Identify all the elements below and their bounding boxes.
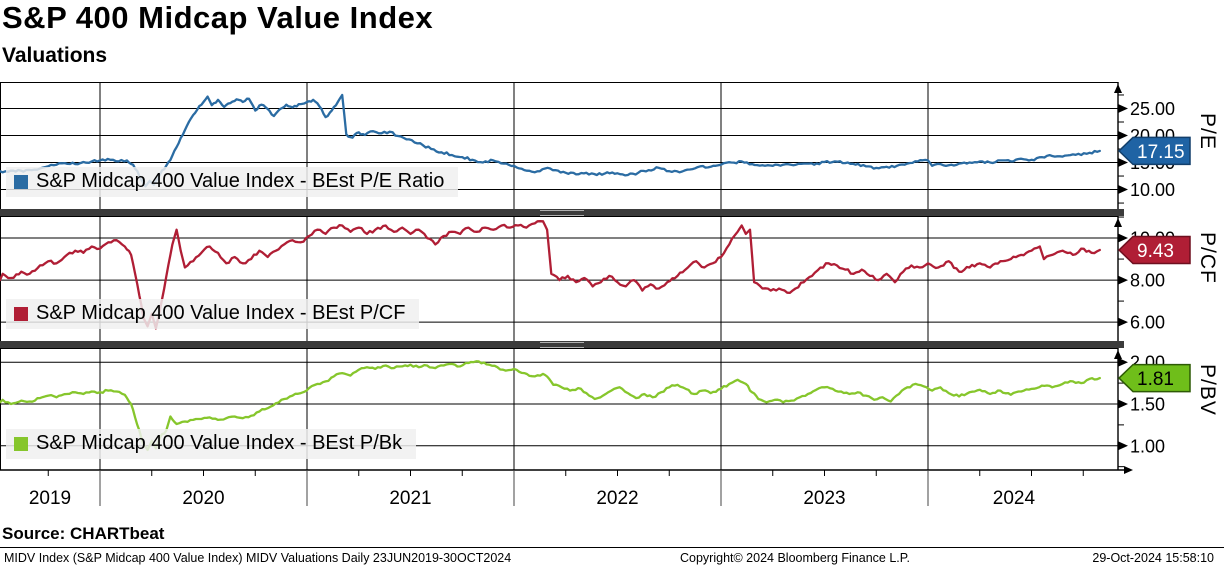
- pcf-ytick-label: 6.00: [1130, 313, 1165, 333]
- axis-right-arrow-icon: [1124, 466, 1133, 474]
- pe-legend-swatch-icon: [14, 174, 28, 189]
- page-title: S&P 400 Midcap Value Index: [2, 0, 434, 35]
- pe-ytick-label: 10.00: [1130, 180, 1175, 200]
- splitter-grip-icon: [540, 210, 584, 216]
- pcf-ytick-label: 8.00: [1130, 271, 1165, 291]
- tick-arrow-icon: [1118, 357, 1128, 367]
- pcf-legend-swatch-icon: [14, 306, 28, 321]
- pbv-legend-label: S&P Midcap 400 Value Index - BEst P/Bk: [36, 432, 403, 454]
- tick-arrow-icon: [1118, 185, 1128, 195]
- tick-arrow-icon: [1118, 399, 1128, 409]
- year-label-2024: 2024: [993, 488, 1036, 509]
- legend-pcf[interactable]: S&P Midcap 400 Value Index - BEst P/CF: [6, 299, 420, 329]
- pbv-ytick-label: 1.00: [1130, 436, 1165, 456]
- tick-arrow-icon: [1118, 233, 1128, 243]
- pcf-last-value-badge: [1117, 235, 1191, 265]
- legend-pe[interactable]: S&P Midcap 400 Value Index - BEst P/E Ra…: [6, 167, 459, 197]
- pe-axis-label: P/E: [1196, 113, 1219, 150]
- pbv-last-value-badge: [1117, 363, 1191, 393]
- tick-arrow-icon: [1118, 131, 1128, 141]
- year-label-2022: 2022: [596, 488, 638, 509]
- footer-timestamp: 29-Oct-2024 15:58:10: [1092, 551, 1214, 565]
- pcf-last-value-text: 9.43: [1137, 241, 1174, 262]
- pcf-legend-label: S&P Midcap 400 Value Index - BEst P/CF: [36, 302, 406, 324]
- panel-splitter-2[interactable]: [0, 341, 1124, 348]
- tick-arrow-icon: [1118, 317, 1128, 327]
- pbv-series-line: [0, 360, 1101, 452]
- year-label-2023: 2023: [803, 488, 845, 509]
- pcf-series-line: [0, 220, 1101, 330]
- tick-arrow-icon: [1118, 158, 1128, 168]
- year-label-2020: 2020: [182, 488, 224, 509]
- tick-arrow-icon: [1118, 275, 1128, 285]
- pe-last-value-text: 17.15: [1137, 142, 1185, 163]
- pe-last-value-badge: [1117, 136, 1191, 166]
- pbv-axis-label: P/BV: [1196, 364, 1219, 416]
- pcf-axis-label: P/CF: [1196, 232, 1219, 284]
- pe-legend-label: S&P Midcap 400 Value Index - BEst P/E Ra…: [36, 170, 445, 192]
- panel-splitter-1[interactable]: [0, 209, 1124, 216]
- source-label: Source: CHARTbeat: [2, 524, 165, 543]
- footer-security-info: MIDV Index (S&P Midcap 400 Value Index) …: [4, 551, 512, 565]
- year-label-2021: 2021: [389, 488, 431, 509]
- footer-copyright: Copyright© 2024 Bloomberg Finance L.P.: [680, 551, 910, 565]
- pe-ytick-label: 25.00: [1130, 99, 1175, 119]
- legend-pbv[interactable]: S&P Midcap 400 Value Index - BEst P/Bk: [6, 429, 417, 459]
- pe-series-line: [0, 93, 1101, 188]
- pbv-legend-swatch-icon: [14, 436, 28, 451]
- page-subtitle: Valuations: [2, 44, 108, 67]
- splitter-grip-icon: [540, 342, 584, 348]
- pbv-last-value-text: 1.81: [1137, 369, 1174, 390]
- footer-bar: MIDV Index (S&P Midcap 400 Value Index) …: [0, 547, 1224, 566]
- year-label-2019: 2019: [29, 488, 71, 509]
- pbv-ytick-label: 1.50: [1130, 394, 1165, 414]
- tick-arrow-icon: [1118, 103, 1128, 113]
- tick-arrow-icon: [1118, 441, 1128, 451]
